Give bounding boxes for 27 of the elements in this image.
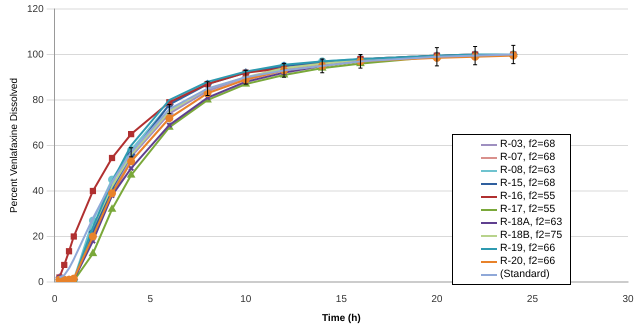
y-tick-label: 20: [32, 231, 44, 242]
x-tick-label: 15: [336, 294, 348, 305]
x-tick-label: 5: [147, 294, 154, 305]
legend-label: R-03, f2=68: [500, 138, 556, 151]
x-tick-label: 10: [240, 294, 252, 305]
x-tick-label: 30: [622, 294, 634, 305]
legend-label: R-15, f2=68: [500, 177, 556, 190]
x-tick-label: 0: [52, 294, 58, 305]
legend-label: R-19, f2=66: [500, 242, 556, 255]
y-tick-label: 100: [26, 49, 44, 60]
x-tick-label: 20: [431, 294, 443, 305]
y-axis-title: Percent Venlafaxine Dissolved: [8, 78, 20, 214]
x-tick-label: 25: [526, 294, 538, 305]
y-tick-label: 80: [32, 94, 44, 106]
legend-label: R-16, f2=55: [500, 190, 556, 203]
legend-label: R-20, f2=66: [500, 255, 556, 268]
legend-label: R-07, f2=68: [500, 151, 556, 164]
y-tick-label: 40: [32, 186, 44, 197]
legend-label: R-08, f2=63: [500, 164, 556, 177]
legend-label: R-17, f2=55: [500, 203, 556, 216]
y-tick-label: 120: [26, 4, 44, 15]
x-axis-title: Time (h): [322, 312, 361, 324]
y-tick-label: 60: [32, 140, 44, 152]
legend-label: R-18A, f2=63: [500, 216, 562, 229]
legend-label: (Standard): [500, 268, 550, 281]
y-tick-label: 0: [38, 276, 44, 288]
legend-label: R-18B, f2=75: [500, 229, 562, 242]
